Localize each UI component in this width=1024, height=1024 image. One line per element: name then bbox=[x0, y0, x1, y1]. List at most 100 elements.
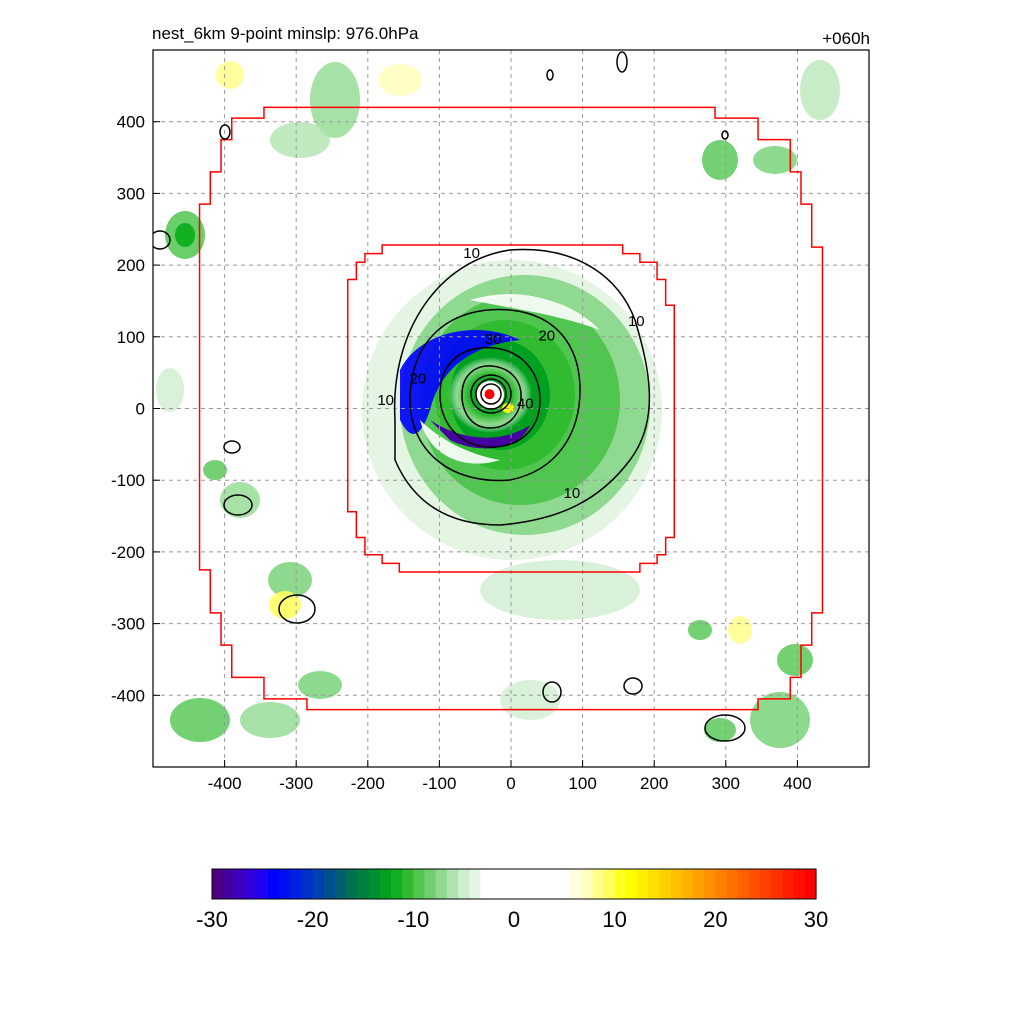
x-tick-label: -400 bbox=[208, 774, 242, 793]
y-tick-label: -300 bbox=[111, 615, 145, 634]
contour-20 bbox=[409, 308, 581, 482]
colorbar-swatch bbox=[323, 869, 336, 899]
contour-core-2 bbox=[475, 378, 507, 410]
colorbar-swatch bbox=[435, 869, 448, 899]
x-tick-label: -200 bbox=[351, 774, 385, 793]
y-tick-label: 400 bbox=[117, 113, 145, 132]
colorbar-swatch bbox=[715, 869, 728, 899]
x-tick-label: 400 bbox=[783, 774, 811, 793]
colorbar-swatch bbox=[681, 869, 694, 899]
forecast-hour-label: +060h bbox=[822, 29, 870, 48]
colorbar-swatch bbox=[760, 869, 772, 899]
contour-isolated-2 bbox=[153, 230, 171, 250]
contour-label: 20 bbox=[538, 327, 555, 344]
storm-center-marker bbox=[484, 389, 495, 400]
y-tick-label: -400 bbox=[111, 686, 145, 705]
y-tick-label: 100 bbox=[117, 328, 145, 347]
colorbar-swatch bbox=[782, 869, 795, 899]
colorbar-swatch bbox=[581, 869, 593, 899]
colorbar bbox=[212, 869, 817, 899]
colorbar-swatch bbox=[603, 869, 616, 899]
y-tick-label: 0 bbox=[136, 400, 145, 419]
colorbar-swatch bbox=[256, 869, 269, 899]
colorbar-frame bbox=[211, 868, 817, 900]
outer-nest-boundary bbox=[198, 106, 824, 711]
colorbar-swatch bbox=[234, 869, 247, 899]
contour-isolated-9 bbox=[542, 681, 562, 703]
colorbar-swatch bbox=[648, 869, 661, 899]
contour-label: 40 bbox=[517, 396, 534, 413]
colorbar-swatch bbox=[357, 869, 370, 899]
colorbar-swatch bbox=[659, 869, 672, 899]
contour-lines bbox=[153, 51, 746, 742]
colorbar-swatch bbox=[614, 869, 627, 899]
x-axis-ticks: -400 -300 -200 -100 0 100 200 300 400 bbox=[208, 760, 812, 793]
y-axis-ticks: 400 300 200 100 0 -100 -200 -300 -400 bbox=[111, 113, 160, 705]
colorbar-tick-label: -20 bbox=[297, 907, 329, 932]
contour-label: 30 bbox=[485, 331, 502, 348]
colorbar-swatch bbox=[525, 869, 537, 899]
colorbar-labels: -30 -20 -10 0 10 20 30 bbox=[196, 907, 828, 932]
contour-label: 10 bbox=[463, 245, 480, 262]
colorbar-swatch bbox=[223, 869, 235, 899]
colorbar-tick-label: 10 bbox=[602, 907, 626, 932]
colorbar-tick-label: -30 bbox=[196, 907, 228, 932]
colorbar-swatch bbox=[469, 869, 482, 899]
colorbar-swatch bbox=[245, 869, 258, 899]
contour-isolated-5 bbox=[721, 130, 729, 140]
x-tick-label: 0 bbox=[506, 774, 515, 793]
contour-core-1 bbox=[470, 374, 512, 414]
colorbar-swatch bbox=[547, 869, 560, 899]
colorbar-tick-label: 20 bbox=[703, 907, 727, 932]
colorbar-swatch bbox=[379, 869, 392, 899]
colorbar-swatch bbox=[491, 869, 504, 899]
colorbar-swatch bbox=[692, 869, 705, 899]
y-tick-label: -200 bbox=[111, 543, 145, 562]
colorbar-swatch bbox=[670, 869, 683, 899]
x-tick-label: -100 bbox=[422, 774, 456, 793]
colorbar-swatch bbox=[704, 869, 716, 899]
inner-nest-boundary bbox=[347, 244, 675, 573]
y-tick-label: -100 bbox=[111, 471, 145, 490]
colorbar-swatch bbox=[413, 869, 426, 899]
contour-label: 10 bbox=[377, 392, 394, 409]
contour-core-3 bbox=[480, 383, 502, 405]
colorbar-swatch bbox=[793, 869, 806, 899]
colorbar-swatch bbox=[502, 869, 515, 899]
contour-isolated-10 bbox=[623, 677, 643, 695]
colorbar-swatch bbox=[267, 869, 280, 899]
colorbar-swatch bbox=[335, 869, 347, 899]
colorbar-swatch bbox=[346, 869, 359, 899]
x-tick-label: -300 bbox=[279, 774, 313, 793]
contour-isolated-7 bbox=[223, 494, 253, 516]
colorbar-swatch bbox=[771, 869, 784, 899]
colorbar-swatch bbox=[536, 869, 549, 899]
colorbar-swatch bbox=[458, 869, 470, 899]
colorbar-swatch bbox=[625, 869, 638, 899]
contour-10 bbox=[393, 248, 651, 526]
colorbar-swatch bbox=[514, 869, 526, 899]
colorbar-swatch bbox=[368, 869, 381, 899]
colorbar-tick-label: -10 bbox=[397, 907, 429, 932]
colorbar-swatch bbox=[637, 869, 649, 899]
colorbar-tick-label: 0 bbox=[508, 907, 520, 932]
contour-isolated-8 bbox=[278, 594, 316, 624]
y-tick-label: 200 bbox=[117, 256, 145, 275]
contour-isolated-11 bbox=[704, 714, 746, 742]
vortex-field bbox=[362, 260, 662, 560]
colorbar-swatch bbox=[726, 869, 739, 899]
colorbar-swatch bbox=[748, 869, 761, 899]
contour-isolated-3 bbox=[616, 51, 628, 73]
colorbar-swatch bbox=[424, 869, 437, 899]
contour-isolated-4 bbox=[546, 69, 554, 81]
contour-isolated-6 bbox=[223, 440, 241, 454]
colorbar-tick-label: 30 bbox=[804, 907, 828, 932]
colorbar-swatch bbox=[569, 869, 582, 899]
colorbar-swatch bbox=[446, 869, 459, 899]
x-tick-label: 100 bbox=[568, 774, 596, 793]
contour-labels: 10 20 30 10 20 10 40 10 bbox=[377, 245, 644, 502]
x-tick-label: 300 bbox=[712, 774, 740, 793]
contour-label: 20 bbox=[410, 370, 427, 387]
colorbar-swatch bbox=[402, 869, 414, 899]
